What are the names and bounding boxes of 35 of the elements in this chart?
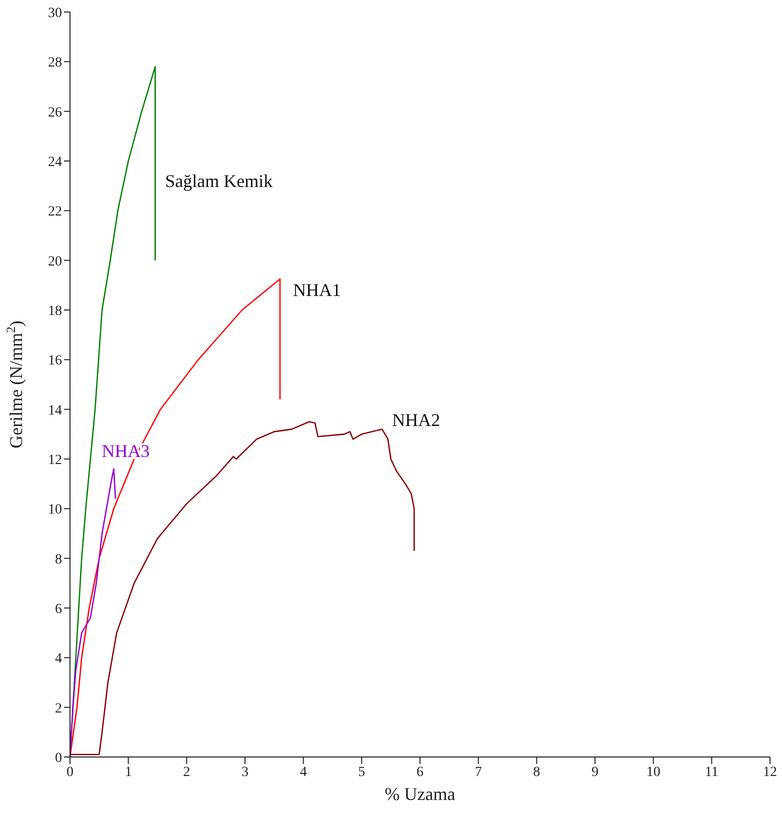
y-tick-label: 28: [48, 56, 62, 71]
y-tick-label: 10: [48, 502, 62, 518]
x-tick-label: 2: [183, 764, 190, 780]
x-tick-label: 5: [358, 764, 366, 780]
y-tick-label: 6: [55, 602, 62, 617]
y-tick-label: 8: [55, 552, 62, 568]
x-tick-label: 10: [646, 764, 660, 780]
x-tick-label: 1: [124, 764, 132, 780]
series-label: NHA2: [392, 410, 440, 430]
line-series: [70, 468, 116, 757]
y-tick-label: 30: [48, 6, 62, 21]
series-label: Sağlam Kemik: [165, 170, 273, 191]
x-tick-label: 12: [763, 764, 777, 780]
y-tick-label: 20: [48, 254, 62, 270]
y-tick-label: 2: [55, 701, 62, 716]
series-label: NHA1: [293, 280, 341, 300]
x-tick-label: 0: [66, 764, 74, 780]
x-tick-label: 6: [416, 764, 424, 780]
y-tick-label: 24: [48, 154, 62, 170]
y-tick-label: 4: [55, 652, 62, 667]
x-tick-label: 7: [474, 764, 482, 780]
x-tick-label: 9: [592, 764, 598, 780]
y-tick-label: 26: [48, 105, 62, 120]
x-tick-label: 4: [300, 764, 307, 780]
y-tick-label: 12: [48, 452, 62, 468]
y-tick-label: 0: [55, 750, 62, 766]
y-tick-label: 22: [48, 204, 62, 220]
y-tick-label: 14: [48, 403, 62, 418]
x-axis-title: % Uzama: [384, 784, 456, 804]
x-tick-label: 11: [704, 764, 718, 780]
y-tick-label: 16: [48, 354, 62, 369]
y-tick-label: 18: [48, 304, 62, 319]
line-series: [70, 278, 281, 757]
x-tick-label: 3: [242, 764, 248, 780]
x-tick-label: 8: [533, 764, 540, 780]
